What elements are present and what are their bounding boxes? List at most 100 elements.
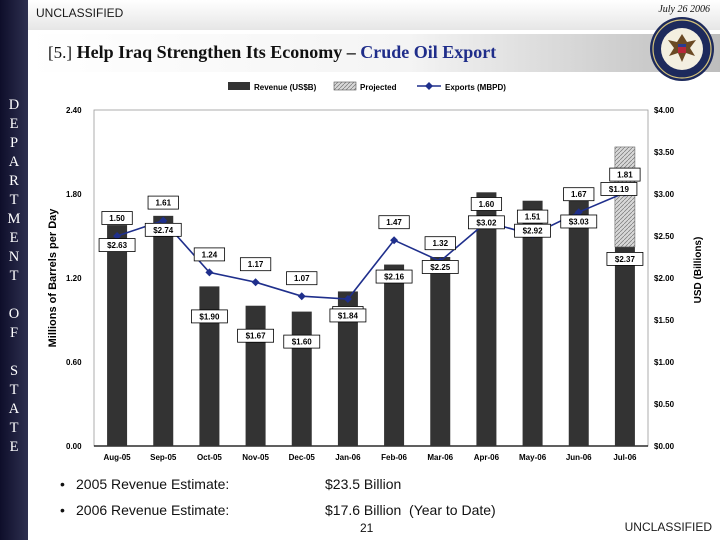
state-department-seal-icon — [650, 17, 714, 81]
exports-data-label: 1.81 — [617, 171, 633, 180]
y-right-tick-label: $0.50 — [654, 400, 675, 409]
revenue-data-label: $2.92 — [523, 227, 544, 236]
exports-point — [113, 232, 122, 240]
exports-data-label: 1.51 — [525, 213, 541, 222]
department-letter: M — [7, 211, 21, 227]
revenue-bar — [614, 246, 635, 446]
revenue-data-label-box — [421, 260, 459, 274]
exports-data-label: 1.67 — [571, 190, 587, 199]
slide-title-highlight: Crude Oil Export — [360, 42, 497, 62]
department-letter: T — [9, 192, 19, 208]
exports-data-label-box — [470, 197, 503, 211]
title-band — [28, 34, 720, 72]
department-letter: D — [8, 97, 20, 113]
revenue-data-label-box — [191, 309, 228, 324]
x-tick-label: Sep-05 — [150, 453, 177, 462]
x-tick-label: Mar-06 — [427, 453, 453, 462]
legend-projected-swatch — [333, 81, 357, 91]
x-tick-label: Oct-05 — [197, 453, 222, 462]
legend-revenue-label: Revenue (US$B) — [254, 83, 317, 92]
revenue-bar — [153, 215, 174, 446]
plot-frame — [93, 109, 649, 447]
bullet-symbol: • — [60, 476, 65, 492]
department-letter: F — [9, 325, 19, 341]
exports-point — [297, 292, 306, 301]
exports-data-label: 1.24 — [202, 250, 218, 259]
y-right-tick-label: $1.00 — [654, 358, 675, 367]
exports-data-label-box — [516, 209, 549, 224]
bullet-2005-estimate: • 2005 Revenue Estimate: $23.5 Billion — [60, 476, 620, 502]
exports-data-label-box — [239, 257, 272, 272]
exports-point — [251, 278, 260, 287]
x-tick-label: Feb-06 — [381, 453, 407, 462]
department-letter: S — [9, 363, 19, 379]
projected-data-label-box — [600, 182, 638, 196]
revenue-data-label: $2.16 — [384, 273, 405, 282]
x-tick-label: Jun-06 — [566, 453, 592, 462]
exports-line — [116, 191, 626, 300]
x-tick-label: Aug-05 — [104, 453, 132, 462]
page-number: 21 — [360, 521, 374, 535]
exports-point — [574, 208, 583, 217]
revenue-data-label-box — [283, 334, 321, 349]
slide-date: July 26 2006 — [658, 4, 710, 15]
projected-data-label: $1.19 — [609, 185, 630, 194]
revenue-data-label: $1.60 — [292, 338, 313, 347]
revenue-data-label-box — [560, 214, 598, 229]
department-letter — [0, 286, 28, 305]
x-tick-label: Jan-06 — [335, 453, 361, 462]
department-letter: E — [9, 439, 19, 455]
revenue-bar — [384, 264, 405, 446]
y-right-tick-label: $3.00 — [654, 190, 675, 199]
exports-data-label-box — [609, 167, 641, 182]
department-letter: E — [9, 230, 19, 246]
exports-data-label-box — [378, 215, 410, 230]
legend-revenue-swatch — [228, 82, 250, 90]
exports-data-label: 1.32 — [432, 239, 448, 248]
revenue-data-label: $1.67 — [246, 332, 267, 341]
revenue-bar — [107, 225, 128, 446]
y-left-tick-label: 1.80 — [66, 190, 82, 199]
revenue-estimates: • 2005 Revenue Estimate: $23.5 Billion •… — [60, 476, 620, 528]
legend-exports-label: Exports (MBPD) — [445, 83, 506, 92]
x-tick-label: Dec-05 — [289, 453, 316, 462]
oil-export-chart: 0.00 0.60 1.20 1.80 2.40 $0.00 $0.50 $1.00 $1.50… — [36, 76, 720, 470]
revenue-data-label: $2.25 — [430, 263, 451, 272]
bullet-2006-estimate: • 2006 Revenue Estimate: $17.6 Billion (… — [60, 502, 620, 528]
exports-data-label: 1.60 — [479, 200, 495, 209]
department-letter: T — [9, 382, 19, 398]
y-right-tick-label: $3.50 — [654, 148, 675, 157]
y-left-tick-label: 0.00 — [66, 442, 82, 451]
revenue-data-label: $2.37 — [615, 255, 636, 264]
revenue-bar — [337, 291, 358, 446]
legend-exports-marker — [425, 82, 433, 90]
revenue-bar — [199, 286, 220, 446]
revenue-data-label: $2.74 — [153, 226, 174, 235]
revenue-bar — [476, 192, 497, 446]
revenue-data-label-box — [468, 215, 505, 230]
y-left-axis-title: Millions of Barrels per Day — [47, 208, 59, 348]
exports-data-label: 1.47 — [386, 218, 402, 227]
department-letter: R — [9, 173, 19, 189]
bullet-value: $17.6 Billion (Year to Date) — [325, 502, 496, 518]
department-letter: T — [9, 420, 19, 436]
exports-data-label-box — [424, 236, 456, 251]
revenue-data-label: $2.63 — [107, 241, 128, 250]
revenue-data-label-box — [98, 238, 136, 252]
slide-title-number: [5.] — [48, 43, 73, 62]
classification-bottom: UNCLASSIFIED — [624, 520, 712, 534]
revenue-data-label-box — [375, 269, 413, 284]
y-left-tick-label: 2.40 — [66, 106, 82, 115]
revenue-data-label-box — [514, 223, 551, 238]
revenue-bar — [522, 200, 543, 446]
classification-top: UNCLASSIFIED — [36, 6, 124, 20]
department-letter: P — [9, 135, 19, 151]
department-side-band — [0, 0, 28, 540]
slide-title: [5.] Help Iraq Strengthen Its Economy – … — [48, 42, 496, 63]
revenue-data-label: $3.03 — [569, 217, 590, 226]
revenue-bar — [291, 311, 312, 446]
y-right-axis-title: USD (Billions) — [693, 237, 704, 304]
department-letter: E — [9, 116, 19, 132]
department-letter: O — [8, 306, 20, 322]
